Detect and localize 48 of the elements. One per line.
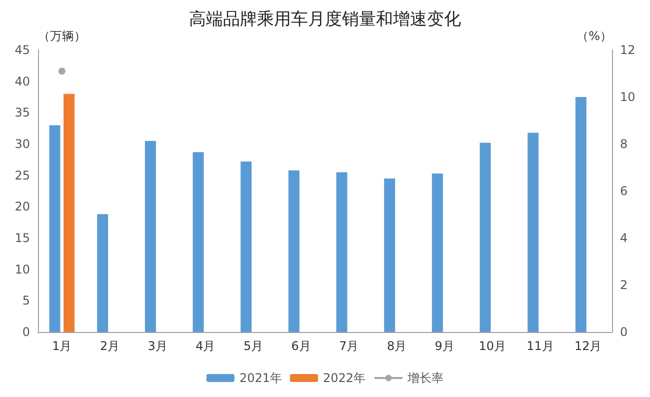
bar [97,214,108,332]
bar [144,140,156,332]
y-axis-title: （万辆） [38,29,86,43]
bar [336,172,348,332]
y-tick-label: 15 [14,231,30,245]
y2-axis-title: （%） [576,29,612,43]
y2-tick-label: 0 [620,325,628,339]
bar [64,94,75,332]
x-tick-label: 2月 [100,339,120,353]
y2-tick-label: 2 [620,278,628,292]
y2-tick-label: 10 [620,90,636,104]
bar [240,162,252,332]
x-tick-label: 5月 [243,339,264,353]
y-tick-label: 40 [14,74,30,88]
bar [575,97,586,332]
legend-label: 2021年 [239,371,282,385]
y-tick-label: 30 [14,137,30,151]
x-tick-label: 1月 [52,339,72,353]
y-tick-label: 45 [14,43,30,57]
bar [288,170,300,332]
bar [480,142,491,332]
y-tick-label: 5 [22,294,30,308]
y-tick-label: 0 [22,325,30,339]
y-tick-label: 20 [14,200,30,214]
bar [192,152,204,332]
bar [528,132,539,332]
y2-tick-label: 6 [620,184,628,198]
legend-label: 2022年 [323,371,366,385]
x-tick-label: 10月 [478,339,506,353]
bar [384,178,396,332]
x-tick-label: 4月 [196,339,216,353]
y2-tick-label: 4 [620,231,628,245]
y2-tick-label: 12 [620,43,636,57]
y-tick-label: 25 [14,168,30,182]
y-tick-label: 10 [14,262,30,276]
x-tick-label: 3月 [148,339,168,353]
x-tick-label: 6月 [291,339,311,353]
bar [432,173,443,332]
x-tick-label: 9月 [434,339,454,353]
x-tick-label: 11月 [526,339,554,353]
x-tick-label: 8月 [386,339,407,353]
legend-label: 增长率 [406,371,444,385]
y2-tick-label: 8 [620,137,628,151]
x-tick-label: 7月 [339,339,359,353]
x-tick-label: 12月 [574,339,602,353]
bar [49,125,60,332]
y-tick-label: 35 [14,106,30,120]
chart-title: 高端品牌乘用车月度销量和增速变化 [189,10,461,30]
